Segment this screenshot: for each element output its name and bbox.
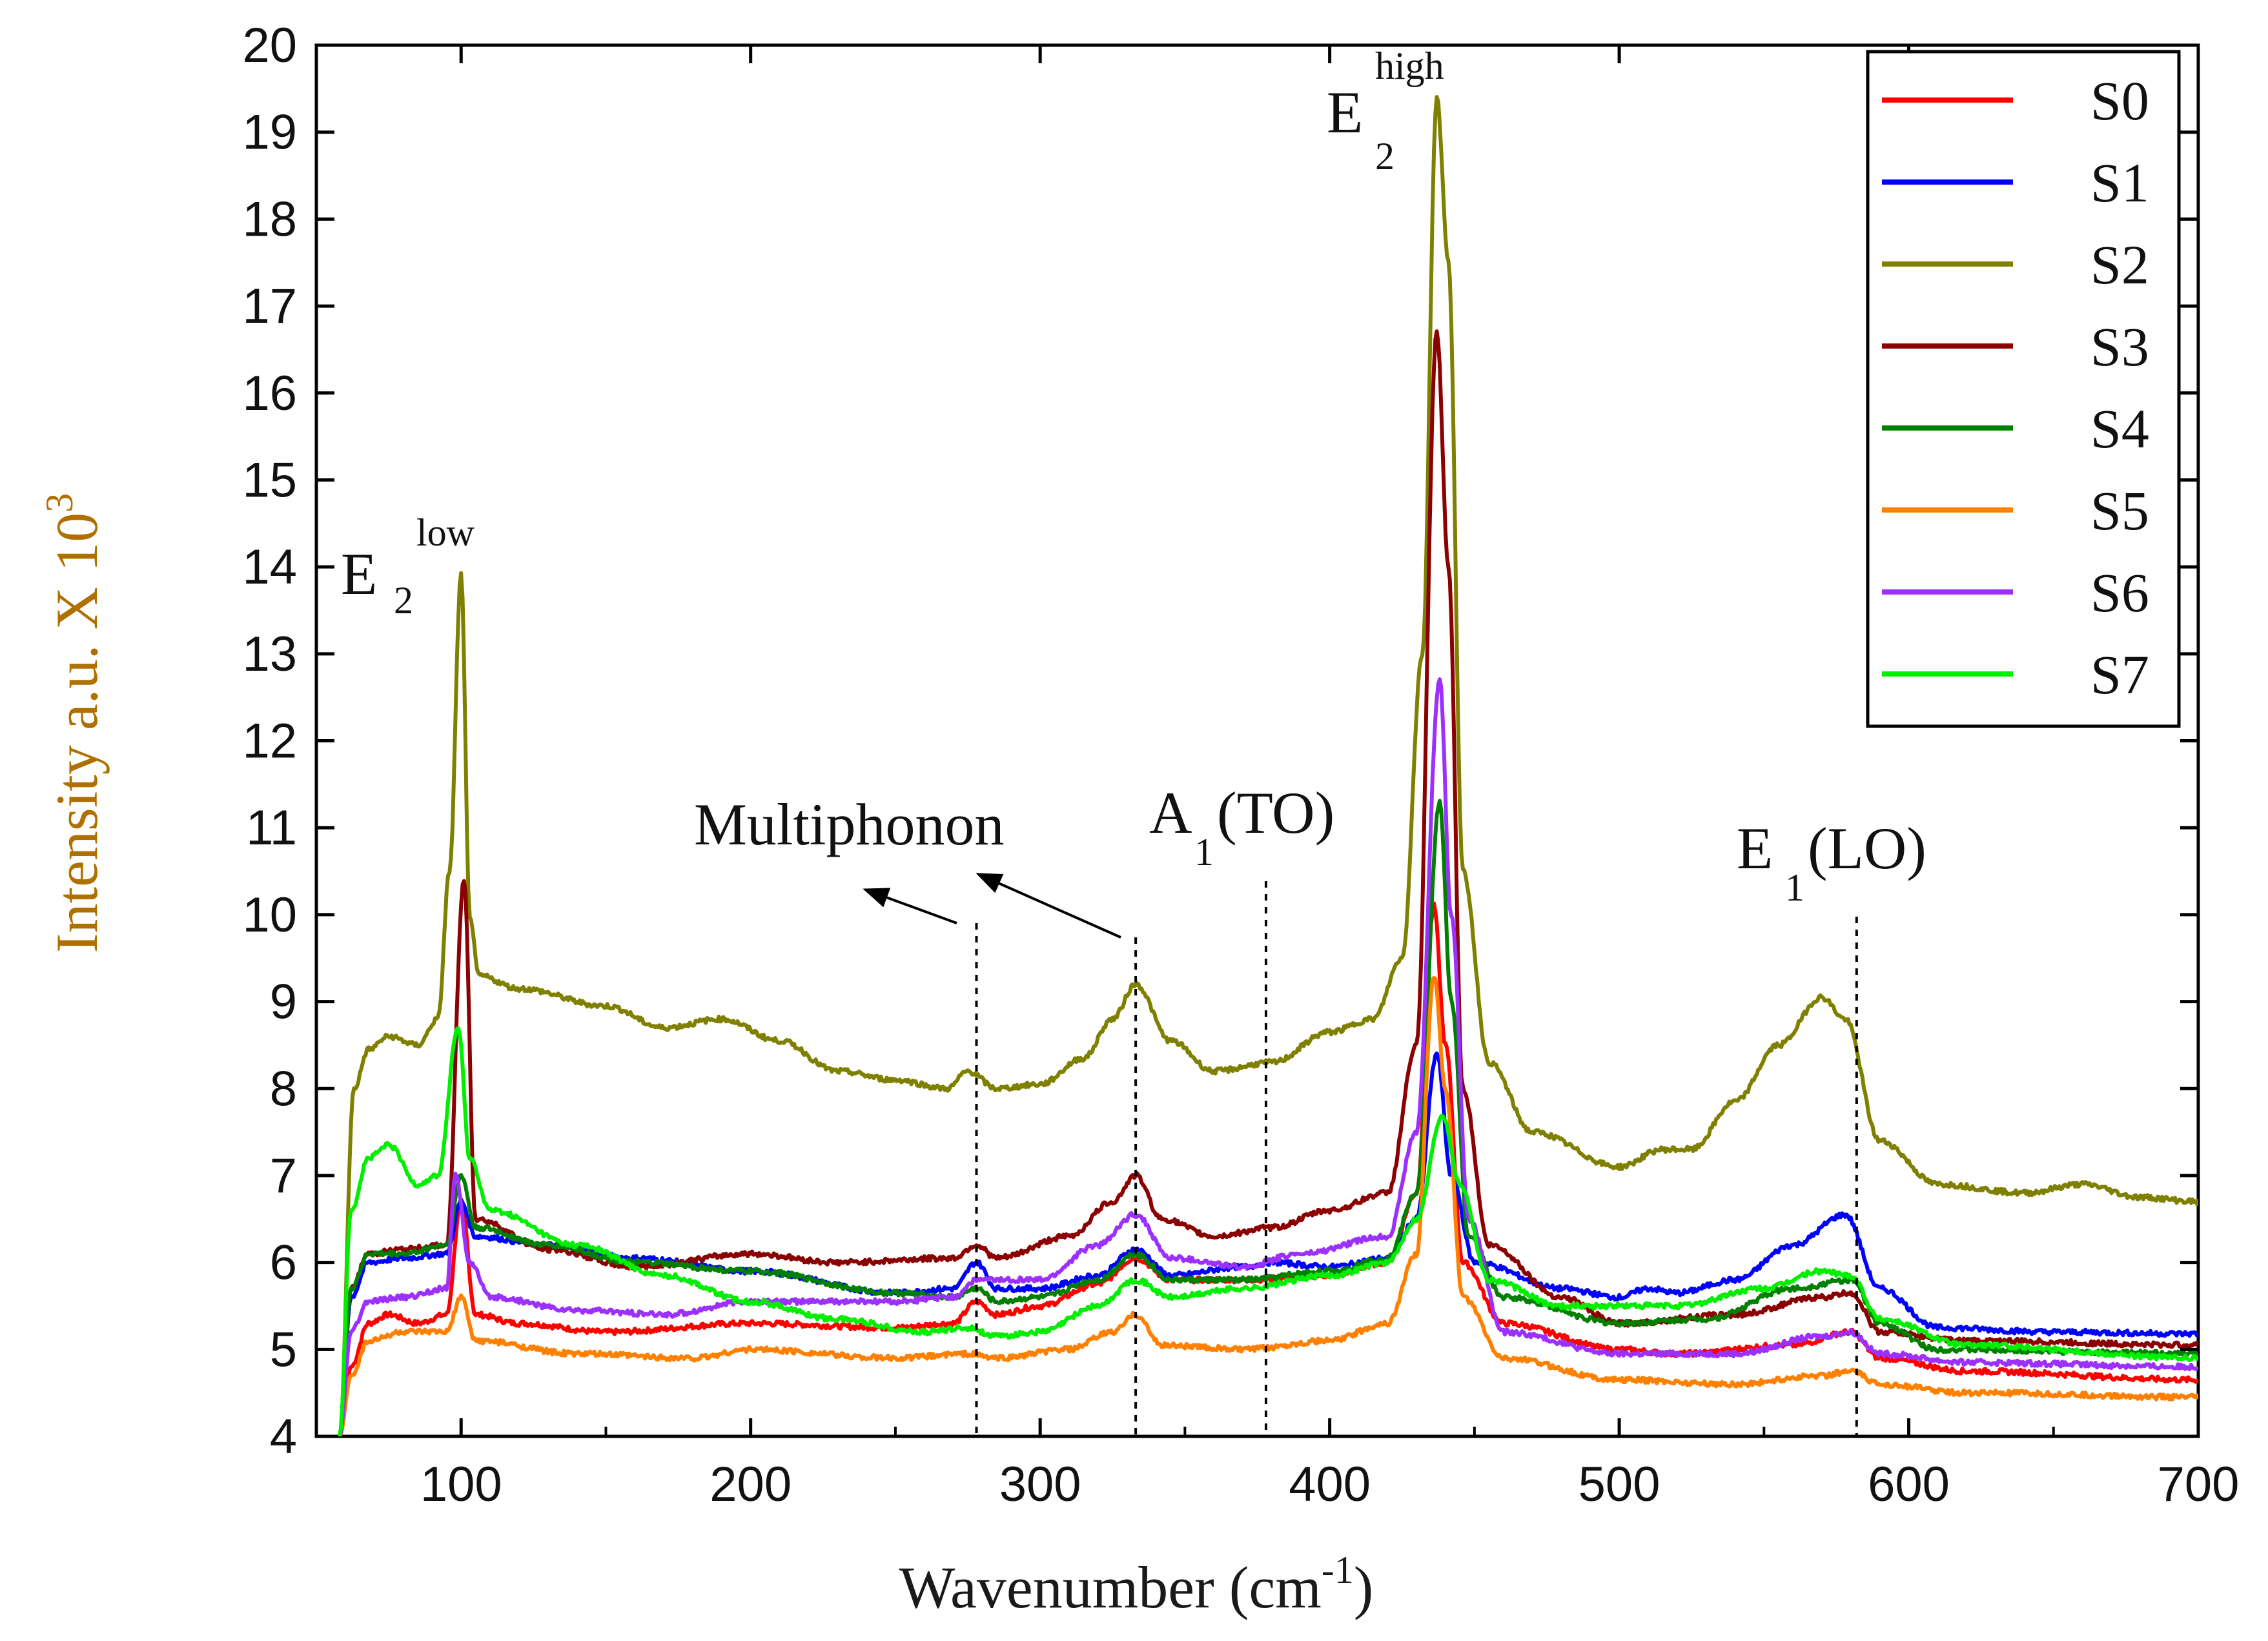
y-axis-title-main: Intensity a.u. X 10 — [44, 513, 110, 953]
series-line-s7 — [337, 1026, 2198, 1436]
annotation-a1-to: A 1 (TO) — [1149, 780, 1334, 873]
x-axis-title-sup: -1 — [1322, 1549, 1354, 1591]
e2-low-main: E — [341, 541, 377, 607]
annotation-e2-low: E 2 low — [341, 511, 475, 622]
series-line-s5 — [338, 975, 2198, 1436]
legend-box — [1866, 50, 2181, 728]
y-tick-label: 9 — [270, 975, 297, 1030]
legend-label-s0: S0 — [2090, 70, 2149, 132]
y-tick-label: 16 — [242, 366, 297, 421]
e2-high-sup: high — [1375, 45, 1444, 87]
x-axis-title-main: Wavenumber (cm — [899, 1554, 1322, 1620]
a1-to-tail: (TO) — [1217, 780, 1334, 846]
e2-high-main: E — [1327, 79, 1363, 145]
e2-low-sup: low — [416, 511, 475, 554]
x-tick-label: 700 — [2158, 1457, 2240, 1512]
x-tick-label: 200 — [710, 1457, 792, 1512]
y-tick-label: 14 — [242, 540, 297, 595]
x-axis-title: Wavenumber (cm-1) — [899, 1549, 1374, 1620]
e2-low-sub: 2 — [394, 579, 413, 622]
series-line-s4 — [337, 799, 2198, 1436]
legend-label-s3: S3 — [2090, 316, 2149, 378]
x-tick-label: 500 — [1578, 1457, 1660, 1512]
e1-lo-tail: (LO) — [1808, 815, 1926, 881]
y-tick-label: 15 — [242, 453, 297, 507]
y-tick-label: 13 — [242, 627, 297, 682]
y-tick-label: 5 — [270, 1322, 297, 1377]
x-tick-label: 300 — [999, 1457, 1081, 1512]
x-tick-label: 600 — [1868, 1457, 1950, 1512]
series-line-s6 — [338, 677, 2198, 1436]
annotation-e2-high: E 2 high — [1327, 45, 1444, 178]
x-tick-label: 100 — [420, 1457, 502, 1512]
series-line-s1 — [338, 1051, 2198, 1436]
series-line-s3 — [337, 329, 2198, 1436]
e1-lo-main: E — [1737, 815, 1773, 881]
series-layer — [337, 95, 2198, 1436]
a1-to-sub: 1 — [1194, 831, 1214, 873]
legend-label-s1: S1 — [2090, 152, 2149, 214]
annotation-multiphonon: Multiphonon — [694, 791, 1004, 857]
e2-high-sub: 2 — [1375, 135, 1395, 178]
annotation-e1-lo: E 1 (LO) — [1737, 815, 1926, 909]
legend-label-s5: S5 — [2090, 480, 2149, 542]
y-tick-label: 18 — [242, 192, 297, 247]
axes: 100 200 300 400 500 600 7004567891011121314151… — [242, 18, 2239, 1512]
series-line-s2 — [337, 95, 2198, 1436]
e1-lo-sub: 1 — [1785, 866, 1804, 909]
y-axis-title-sup: 3 — [38, 493, 81, 513]
legend-label-s7: S7 — [2090, 644, 2149, 706]
y-tick-label: 17 — [242, 279, 297, 334]
y-tick-label: 20 — [242, 18, 297, 73]
legend: S0 S1 S2 S3 S4 S5 S6 S7 — [1866, 50, 2181, 728]
a1-to-main: A — [1149, 780, 1192, 846]
x-axis-title-tail: ) — [1354, 1554, 1374, 1620]
y-tick-label: 8 — [270, 1061, 297, 1116]
y-tick-label: 6 — [270, 1236, 297, 1290]
legend-label-s4: S4 — [2090, 398, 2149, 460]
x-tick-label: 400 — [1289, 1457, 1371, 1512]
legend-label-s6: S6 — [2090, 562, 2149, 624]
y-tick-label: 10 — [242, 888, 297, 943]
legend-label-s2: S2 — [2090, 234, 2149, 296]
multiphonon-arrow-1 — [863, 888, 957, 924]
y-tick-label: 19 — [242, 105, 297, 160]
multiphonon-arrow-2 — [976, 873, 1121, 939]
y-tick-label: 4 — [270, 1409, 297, 1464]
dashed-markers — [975, 881, 1858, 1436]
y-tick-label: 12 — [242, 714, 297, 769]
y-tick-label: 7 — [270, 1148, 297, 1203]
y-tick-label: 11 — [246, 800, 297, 855]
y-axis-title: Intensity a.u. X 103 — [38, 493, 110, 953]
